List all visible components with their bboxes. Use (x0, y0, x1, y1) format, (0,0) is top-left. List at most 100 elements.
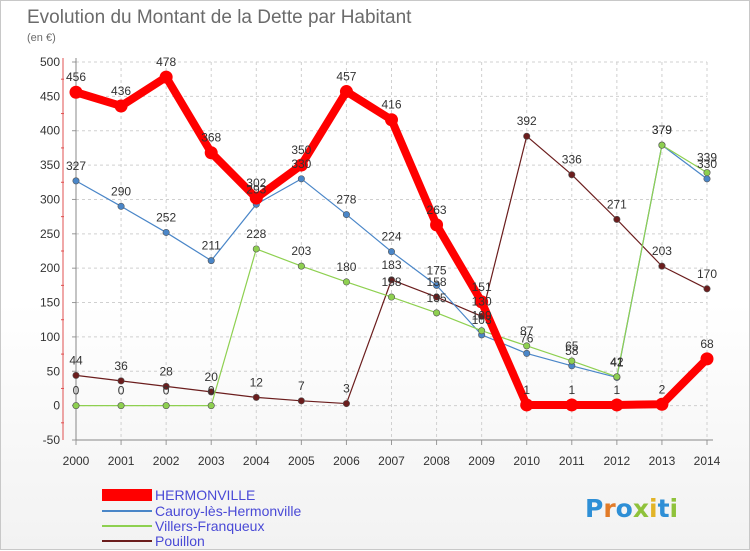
chart-unit: (en €) (27, 32, 56, 44)
data-label-s2-2009: 109 (472, 309, 492, 323)
data-point-s0-2012 (610, 398, 624, 412)
data-point-s1-2010 (523, 349, 531, 357)
data-label-s2-2005: 203 (291, 244, 311, 258)
x-tick-label-2007: 2007 (378, 454, 405, 468)
x-tick-label-2006: 2006 (333, 454, 360, 468)
data-point-s3-2003 (207, 388, 215, 396)
data-label-s0-2010: 1 (523, 383, 530, 397)
y-tick-label-200: 200 (40, 261, 60, 275)
x-tick-label-2002: 2002 (153, 454, 180, 468)
x-tick-label-2010: 2010 (513, 454, 540, 468)
x-tick-label-2011: 2011 (559, 454, 585, 468)
data-label-s3-2002: 28 (159, 364, 173, 378)
data-label-s2-2001: 0 (118, 384, 125, 398)
data-label-s1-2002: 252 (156, 210, 176, 224)
proxiti-logo: Proxiti (585, 494, 678, 523)
data-label-s2-2002: 0 (163, 384, 170, 398)
data-label-s2-2000: 0 (73, 384, 80, 398)
y-tick-label-150: 150 (40, 296, 60, 310)
data-point-s2-2007 (387, 293, 395, 301)
data-label-s3-2000: 44 (69, 353, 83, 367)
data-point-s1-2005 (297, 175, 305, 183)
data-point-s2-2006 (342, 278, 350, 286)
y-tick-label-450: 450 (40, 89, 60, 103)
legend-label-3: Pouillon (155, 533, 205, 549)
x-tick-label-2003: 2003 (198, 454, 225, 468)
x-tick-label-2001: 2001 (108, 454, 135, 468)
data-label-s1-2001: 290 (111, 184, 131, 198)
y-tick-label-250: 250 (40, 227, 60, 241)
y-tick-label-50: 50 (47, 364, 61, 378)
data-point-s3-2011 (568, 171, 576, 179)
data-label-s3-2010: 392 (517, 114, 537, 128)
data-label-s2-2012: 42 (610, 355, 624, 369)
series-layer (69, 70, 714, 412)
data-point-s2-2010 (523, 342, 531, 350)
data-point-s2-2013 (658, 141, 666, 149)
data-point-s0-2002 (159, 70, 173, 84)
data-label-s2-2006: 180 (336, 260, 356, 274)
logo-letter: i (670, 494, 679, 523)
data-label-s1-2014: 330 (697, 157, 717, 171)
logo-letter: x (633, 494, 649, 523)
logo-letter: t (658, 494, 670, 523)
data-point-s3-2008 (433, 293, 441, 301)
data-label-s1-2010: 76 (520, 331, 534, 345)
data-point-s3-2007 (387, 276, 395, 284)
data-label-s0-2003: 368 (201, 131, 221, 145)
data-label-s1-2004: 293 (246, 182, 266, 196)
data-point-s2-2008 (433, 309, 441, 317)
x-tick-label-2009: 2009 (468, 454, 495, 468)
data-point-s0-2001 (114, 99, 128, 113)
data-point-s0-2004 (249, 191, 263, 205)
data-point-s0-2014 (700, 352, 714, 366)
legend: HERMONVILLECauroy-lès-HermonvilleVillers… (102, 487, 301, 549)
data-label-s2-2014: 339 (697, 151, 717, 165)
y-tick-label-400: 400 (40, 124, 60, 138)
data-point-s1-2002 (162, 228, 170, 236)
data-point-s0-2008 (430, 218, 444, 232)
data-point-s3-2000 (72, 371, 80, 379)
data-label-s0-2009: 151 (472, 280, 492, 294)
data-label-s0-2011: 1 (568, 383, 575, 397)
y-tick-label-500: 500 (40, 55, 60, 69)
data-label-s2-2011: 65 (565, 339, 579, 353)
data-point-s2-2000 (72, 402, 80, 410)
data-label-s0-2004: 302 (246, 176, 266, 190)
data-label-s1-2011: 58 (565, 344, 579, 358)
data-label-s3-2007: 183 (381, 258, 401, 272)
data-point-s1-2000 (72, 177, 80, 185)
data-point-s2-2003 (207, 402, 215, 410)
data-point-s3-2013 (658, 262, 666, 270)
data-point-s3-2010 (523, 132, 531, 140)
x-tick-label-2014: 2014 (694, 454, 721, 468)
data-point-s2-2005 (297, 262, 305, 270)
data-point-s2-2011 (568, 357, 576, 365)
data-point-s3-2006 (342, 400, 350, 408)
data-point-s2-2002 (162, 402, 170, 410)
data-label-s1-2012: 41 (610, 355, 624, 369)
data-label-s0-2000: 456 (66, 70, 86, 84)
data-label-s0-2012: 1 (614, 383, 621, 397)
data-point-s2-2004 (252, 245, 260, 253)
data-point-s2-2012 (613, 373, 621, 381)
data-point-s2-2009 (478, 327, 486, 335)
data-point-s0-2007 (385, 113, 398, 127)
y-tick-label--50: -50 (43, 433, 61, 447)
data-label-s1-2009: 103 (472, 313, 492, 327)
data-label-s3-2014: 170 (697, 267, 717, 281)
data-label-s2-2008: 135 (427, 291, 447, 305)
y-tick-label-100: 100 (40, 330, 60, 344)
data-label-s3-2013: 203 (652, 244, 672, 258)
data-label-s3-2005: 7 (298, 379, 305, 393)
data-label-s3-2011: 336 (562, 153, 582, 167)
data-label-s0-2013: 2 (659, 382, 666, 396)
data-point-s0-2009 (475, 295, 489, 309)
data-label-s1-2006: 278 (336, 193, 356, 207)
data-label-s0-2005: 350 (291, 143, 311, 157)
data-point-s0-2013 (655, 397, 669, 411)
data-label-s1-2008: 175 (427, 263, 447, 277)
data-label-s1-2005: 330 (291, 157, 311, 171)
